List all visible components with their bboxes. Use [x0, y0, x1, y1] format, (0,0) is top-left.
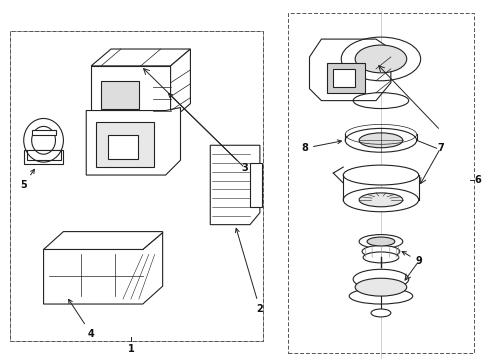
- Text: 5: 5: [21, 169, 34, 190]
- Polygon shape: [210, 145, 260, 225]
- Bar: [96, 122, 154, 167]
- Ellipse shape: [345, 129, 416, 152]
- Bar: [333, 69, 355, 87]
- Ellipse shape: [355, 45, 407, 73]
- Text: 2: 2: [235, 228, 263, 314]
- Ellipse shape: [343, 165, 418, 185]
- Text: 1: 1: [127, 344, 134, 354]
- Text: 3: 3: [169, 93, 248, 173]
- Ellipse shape: [367, 237, 395, 246]
- Ellipse shape: [343, 188, 418, 212]
- Polygon shape: [44, 233, 163, 304]
- Text: 8: 8: [301, 140, 342, 153]
- Ellipse shape: [359, 193, 403, 207]
- Ellipse shape: [355, 278, 407, 296]
- Bar: [101, 81, 139, 109]
- Polygon shape: [86, 108, 180, 175]
- Text: 6: 6: [475, 175, 482, 185]
- Ellipse shape: [353, 269, 409, 289]
- Polygon shape: [171, 49, 191, 121]
- Text: 4: 4: [69, 299, 95, 339]
- Polygon shape: [26, 150, 61, 160]
- Ellipse shape: [349, 288, 413, 304]
- Text: 7: 7: [437, 143, 444, 153]
- Polygon shape: [91, 49, 191, 66]
- Ellipse shape: [359, 133, 403, 148]
- Bar: [10, 31, 263, 341]
- Polygon shape: [250, 163, 262, 207]
- Bar: [10, 31, 263, 341]
- Polygon shape: [44, 231, 163, 249]
- Polygon shape: [32, 130, 56, 135]
- Bar: [327, 63, 365, 93]
- Ellipse shape: [359, 235, 403, 248]
- Polygon shape: [24, 150, 63, 164]
- Ellipse shape: [371, 309, 391, 317]
- Polygon shape: [310, 39, 391, 100]
- Bar: [288, 13, 474, 353]
- Text: 9: 9: [402, 251, 422, 266]
- Bar: [108, 135, 138, 159]
- Ellipse shape: [362, 246, 400, 257]
- Ellipse shape: [363, 252, 399, 263]
- Polygon shape: [91, 66, 171, 121]
